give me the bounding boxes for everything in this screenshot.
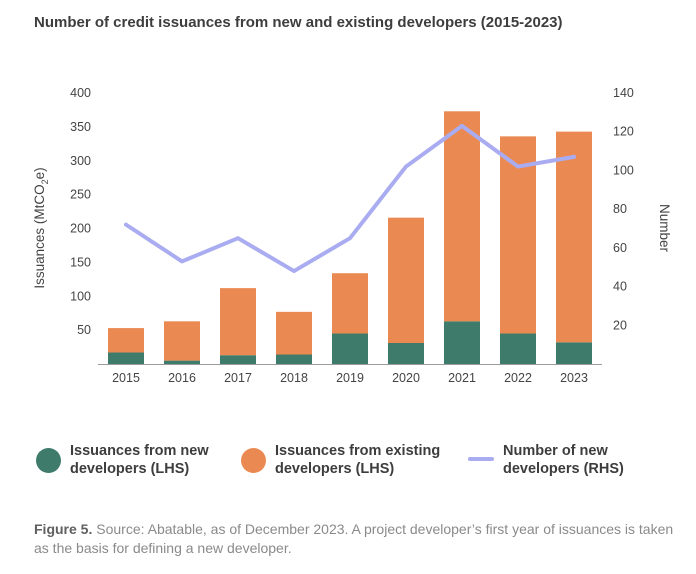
bar-new-2021 (444, 321, 480, 364)
x-tick-label: 2023 (560, 371, 588, 385)
left-tick-label: 150 (70, 255, 91, 269)
chart-title: Number of credit issuances from new and … (34, 14, 563, 31)
bar-existing-2021 (444, 111, 480, 322)
bar-existing-2018 (276, 311, 312, 355)
y-axis-label-right: Number (657, 204, 672, 253)
right-tick-label: 80 (613, 202, 627, 216)
x-tick-label: 2021 (448, 371, 476, 385)
x-tick-label: 2015 (112, 371, 140, 385)
bar-new-2020 (388, 342, 424, 364)
right-tick-label: 140 (613, 86, 634, 100)
right-tick-label: 120 (613, 125, 634, 139)
legend-label-line: Number of new developers (RHS) (503, 443, 624, 477)
bar-existing-2015 (108, 328, 144, 353)
right-tick-label: 60 (613, 241, 627, 255)
left-tick-label: 100 (70, 289, 91, 303)
y-axis-label-left: Issuances (MtCO2e) (32, 167, 50, 288)
left-tick-label: 350 (70, 120, 91, 134)
legend: Issuances from new developers (LHS) Issu… (30, 442, 670, 492)
left-tick-label: 400 (70, 86, 91, 100)
right-tick-label: 20 (613, 318, 627, 332)
right-tick-label: 40 (613, 280, 627, 294)
bar-existing-2017 (220, 288, 256, 356)
right-tick-label: 100 (613, 163, 634, 177)
caption-text: Source: Abatable, as of December 2023. A… (34, 521, 674, 556)
left-tick-label: 200 (70, 222, 91, 236)
bar-new-2019 (332, 333, 368, 364)
bar-existing-2019 (332, 273, 368, 334)
x-tick-label: 2022 (504, 371, 532, 385)
x-tick-label: 2018 (280, 371, 308, 385)
left-tick-label: 300 (70, 154, 91, 168)
legend-swatch-line (468, 457, 494, 461)
chart: 50 100 150 200 250 300 350 400 20 40 60 80 100 120 14… (32, 86, 672, 385)
legend-label-existing: Issuances from existing developers (LHS) (275, 443, 441, 477)
right-axis: 20 40 60 80 100 120 140 (613, 86, 634, 332)
bar-new-2018 (276, 354, 312, 364)
legend-swatch-new (36, 448, 61, 473)
x-tick-label: 2019 (336, 371, 364, 385)
bar-existing-2016 (164, 321, 200, 361)
legend-item-line: Number of new developers (RHS) (468, 442, 624, 478)
left-tick-label: 50 (77, 323, 91, 337)
legend-label-new: Issuances from new developers (LHS) (70, 443, 209, 477)
bar-new-2016 (164, 360, 200, 364)
bar-existing-2022 (500, 136, 536, 334)
legend-item-new: Issuances from new developers (LHS) (36, 442, 209, 478)
figure-caption: Figure 5. Source: Abatable, as of Decemb… (34, 520, 674, 558)
left-tick-label: 250 (70, 188, 91, 202)
bars (108, 111, 592, 364)
bar-new-2017 (220, 355, 256, 364)
x-tick-label: 2020 (392, 371, 420, 385)
x-axis: 2015 2016 2017 2018 2019 2020 2021 2022 2023 (112, 371, 588, 385)
legend-swatch-existing (241, 448, 266, 473)
bar-new-2015 (108, 352, 144, 364)
x-tick-label: 2016 (168, 371, 196, 385)
left-axis: 50 100 150 200 250 300 350 400 (70, 86, 91, 337)
bar-new-2023 (556, 342, 592, 364)
series-line-new-developers (124, 123, 576, 274)
legend-item-existing: Issuances from existing developers (LHS) (241, 442, 440, 478)
bar-new-2022 (500, 333, 536, 364)
x-tick-label: 2017 (224, 371, 252, 385)
figure-label: Figure 5. (34, 521, 93, 537)
bar-existing-2023 (556, 131, 592, 343)
bar-existing-2020 (388, 217, 424, 343)
